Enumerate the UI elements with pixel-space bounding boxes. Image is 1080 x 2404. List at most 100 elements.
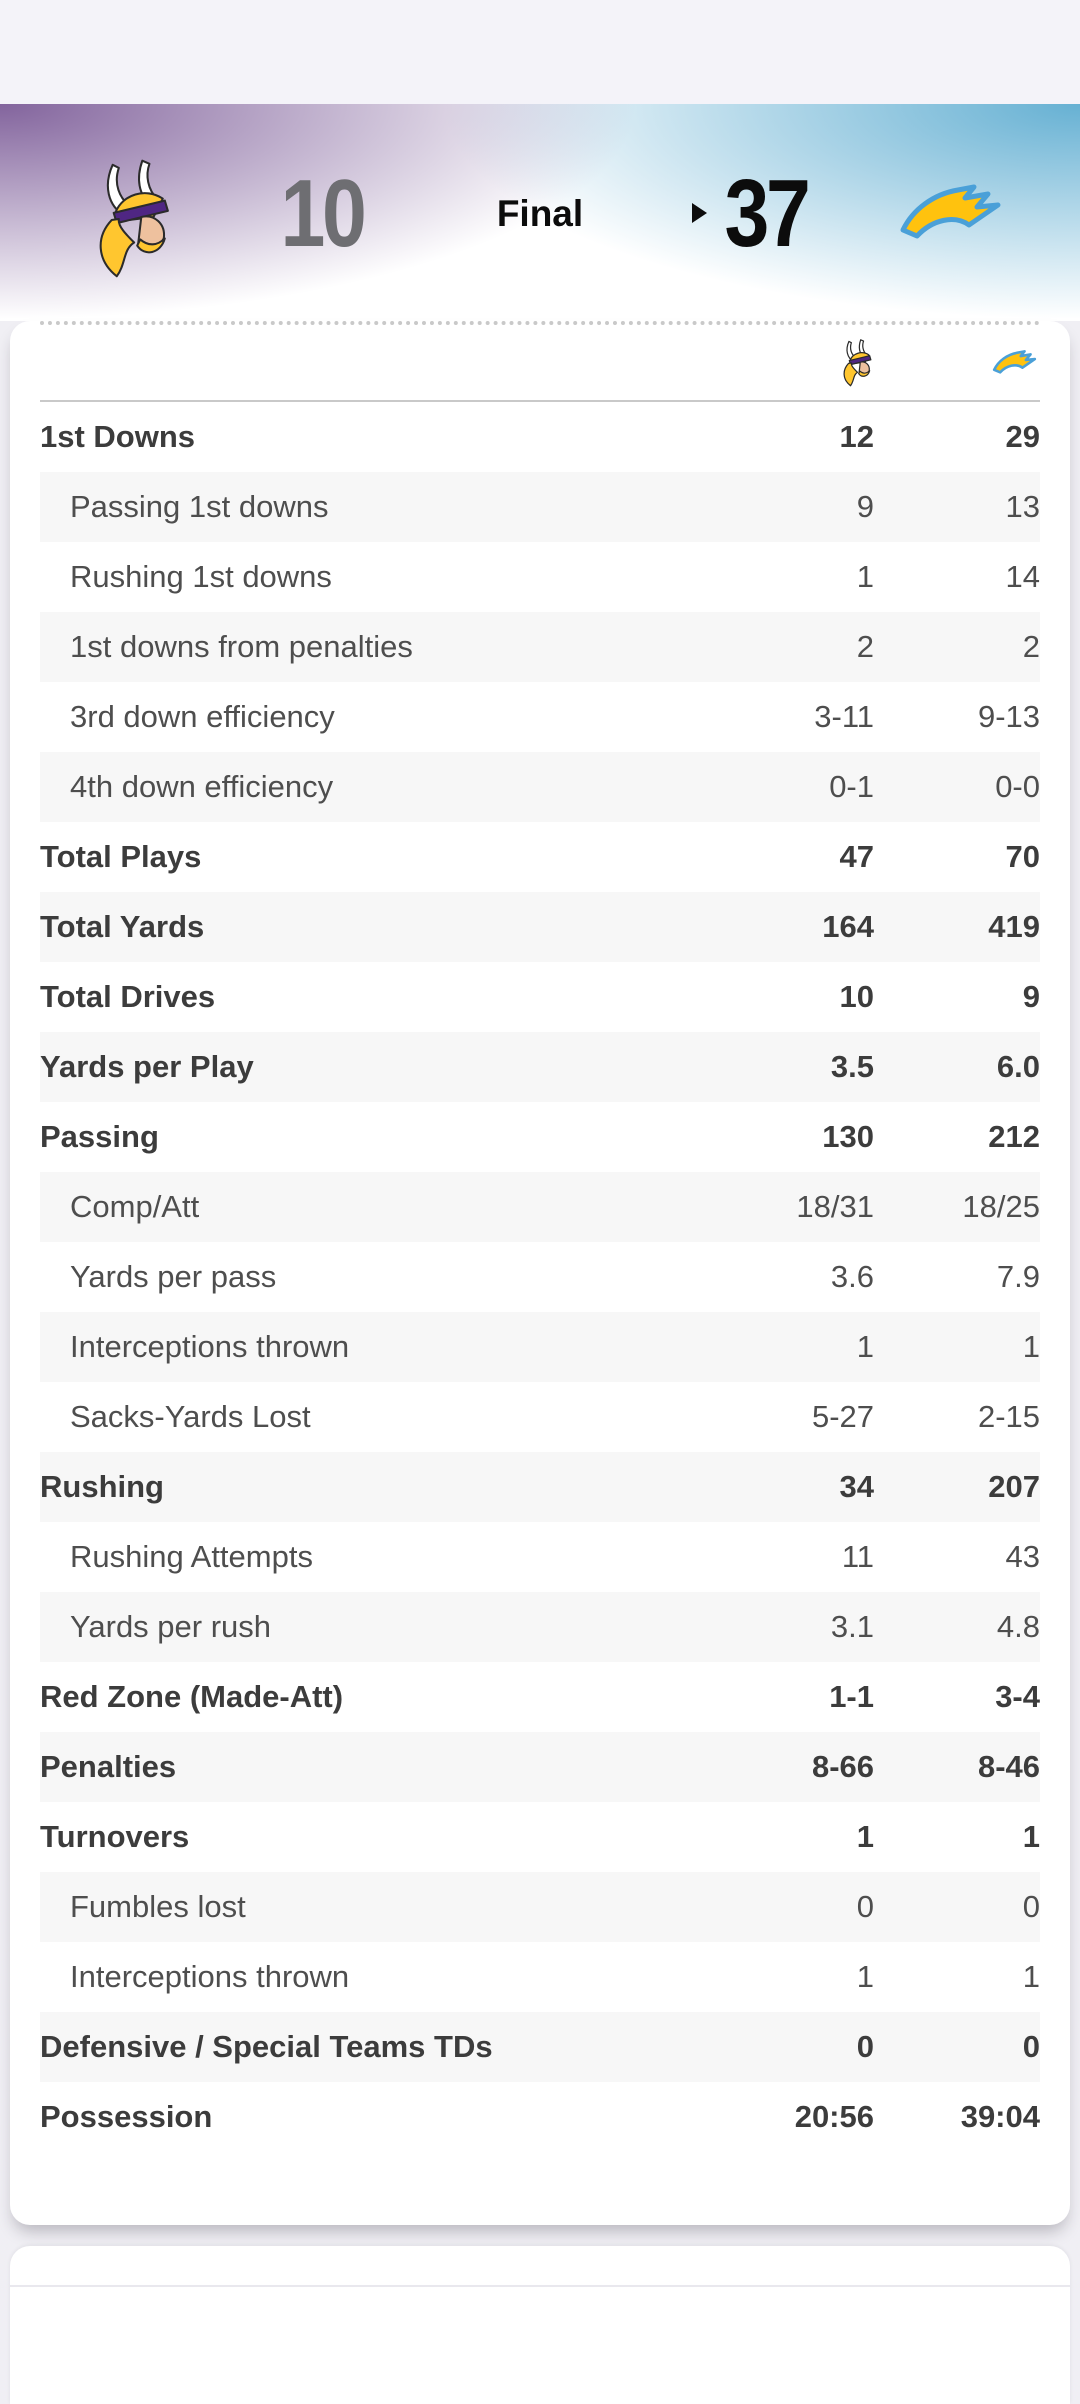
stat-value-away: 12 <box>839 419 874 454</box>
stat-label: Comp/Att <box>70 1189 200 1224</box>
stat-row: Red Zone (Made-Att) 1-1 3-4 <box>40 1662 1040 1732</box>
stat-value-away: 3-11 <box>814 699 874 734</box>
stat-label: Fumbles lost <box>70 1889 246 1924</box>
stat-value-home: 7.9 <box>996 1259 1040 1294</box>
stat-value-away: 9 <box>856 489 874 524</box>
stat-value-home: 2 <box>1022 629 1040 664</box>
stat-row: Sacks-Yards Lost 5-27 2-15 <box>40 1382 1040 1452</box>
stat-label: Rushing Attempts <box>70 1539 313 1574</box>
stat-value-home: 1 <box>1022 1329 1040 1364</box>
home-score: 37 <box>724 160 811 267</box>
stats-header-divider <box>40 400 1040 402</box>
stat-value-home: 14 <box>1005 559 1040 594</box>
stat-value-away: 0-1 <box>829 769 874 804</box>
stats-table-header <box>40 325 1040 400</box>
stat-value-home: 8-46 <box>977 1749 1040 1784</box>
stat-value-away: 47 <box>839 839 874 874</box>
stat-label: Rushing <box>40 1469 164 1504</box>
away-score: 10 <box>280 160 367 267</box>
stat-value-away: 3.5 <box>830 1049 874 1084</box>
stat-value-home: 0 <box>1022 2029 1040 2064</box>
stat-row: Interceptions thrown 1 1 <box>40 1312 1040 1382</box>
stat-label: 1st downs from penalties <box>70 629 413 664</box>
stat-label: Penalties <box>40 1749 177 1784</box>
stat-value-home: 9-13 <box>977 699 1040 734</box>
stat-value-home: 1 <box>1022 1819 1040 1854</box>
chargers-logo-icon[interactable] <box>898 183 1010 243</box>
stat-label: Interceptions thrown <box>70 1959 350 1994</box>
stat-label: Total Drives <box>40 979 216 1014</box>
stat-row: Defensive / Special Teams TDs 0 0 <box>40 2012 1040 2082</box>
stat-value-away: 1 <box>856 559 874 594</box>
team-stats-table-body: 1st Downs 12 29 Passing 1st downs 9 13 Rushing… <box>10 402 1070 2152</box>
stat-value-home: 207 <box>988 1469 1040 1504</box>
next-section-card <box>10 2246 1070 2404</box>
stat-value-away: 0 <box>856 2029 874 2064</box>
stat-value-away: 1 <box>856 1329 874 1364</box>
away-column-header <box>734 338 874 387</box>
stat-row: 1st Downs 12 29 <box>40 402 1040 472</box>
stat-value-home: 1 <box>1022 1959 1040 1994</box>
stat-label: Turnovers <box>40 1819 190 1854</box>
stat-label: Defensive / Special Teams TDs <box>40 2029 493 2064</box>
stat-row: Yards per Play 3.5 6.0 <box>40 1032 1040 1102</box>
stat-label: Passing 1st downs <box>70 489 329 524</box>
stat-value-home: 13 <box>1005 489 1040 524</box>
stat-value-home: 6.0 <box>996 1049 1040 1084</box>
stat-row: Passing 130 212 <box>40 1102 1040 1172</box>
stat-value-home: 212 <box>988 1119 1040 1154</box>
stat-label: Red Zone (Made-Att) <box>40 1679 344 1714</box>
stat-label: Passing <box>40 1119 159 1154</box>
stat-row: Yards per pass 3.6 7.9 <box>40 1242 1040 1312</box>
stat-row: Possession 20:56 39:04 <box>40 2082 1040 2152</box>
stat-value-home: 43 <box>1005 1539 1040 1574</box>
stat-label: Sacks-Yards Lost <box>70 1399 311 1434</box>
stat-row: 3rd down efficiency 3-11 9-13 <box>40 682 1040 752</box>
stat-value-away: 10 <box>839 979 874 1014</box>
stat-value-away: 130 <box>822 1119 874 1154</box>
stat-value-away: 1 <box>856 1959 874 1994</box>
stat-row: 4th down efficiency 0-1 0-0 <box>40 752 1040 822</box>
stat-value-home: 39:04 <box>960 2099 1040 2134</box>
stat-value-home: 419 <box>988 909 1040 944</box>
stat-row: 1st downs from penalties 2 2 <box>40 612 1040 682</box>
away-column-logo-icon <box>843 338 872 386</box>
score-header: 10 Final 37 <box>0 104 1080 321</box>
stat-row: Rushing Attempts 11 43 <box>40 1522 1040 1592</box>
stat-row: Total Drives 10 9 <box>40 962 1040 1032</box>
next-section-divider <box>10 2285 1070 2287</box>
stat-row: Total Yards 164 419 <box>40 892 1040 962</box>
winner-arrow-icon <box>692 203 707 223</box>
stat-label: Yards per Play <box>40 1049 254 1084</box>
stat-row: Fumbles lost 0 0 <box>40 1872 1040 1942</box>
stat-row: Interceptions thrown 1 1 <box>40 1942 1040 2012</box>
stat-value-home: 3-4 <box>995 1679 1040 1714</box>
stat-value-away: 11 <box>841 1539 874 1574</box>
stat-row: Total Plays 47 70 <box>40 822 1040 892</box>
stat-value-away: 18/31 <box>796 1189 874 1224</box>
status-bar <box>0 0 1080 104</box>
stat-value-away: 3.6 <box>830 1259 874 1294</box>
stat-value-away: 164 <box>822 909 874 944</box>
stat-label: 1st Downs <box>40 419 196 454</box>
home-column-logo-icon <box>992 350 1037 374</box>
stat-value-away: 1-1 <box>829 1679 874 1714</box>
stat-label: Total Plays <box>40 839 202 874</box>
stat-value-away: 34 <box>839 1469 874 1504</box>
stat-label: Rushing 1st downs <box>70 559 332 594</box>
stat-value-away: 5-27 <box>811 1399 874 1434</box>
stat-row: Penalties 8-66 8-46 <box>40 1732 1040 1802</box>
game-status: Final <box>496 193 584 234</box>
stat-row: Comp/Att 18/31 18/25 <box>40 1172 1040 1242</box>
stat-label: Yards per pass <box>70 1259 277 1294</box>
stat-label: 4th down efficiency <box>70 769 334 804</box>
stat-value-away: 3.1 <box>830 1609 874 1644</box>
vikings-logo-icon[interactable] <box>82 158 174 280</box>
stat-row: Rushing 34 207 <box>40 1452 1040 1522</box>
stat-value-home: 70 <box>1005 839 1040 874</box>
stat-value-home: 29 <box>1005 419 1040 454</box>
home-column-header <box>874 350 1040 375</box>
stat-value-home: 2-15 <box>977 1399 1040 1434</box>
stat-row: Yards per rush 3.1 4.8 <box>40 1592 1040 1662</box>
stat-value-away: 1 <box>856 1819 874 1854</box>
